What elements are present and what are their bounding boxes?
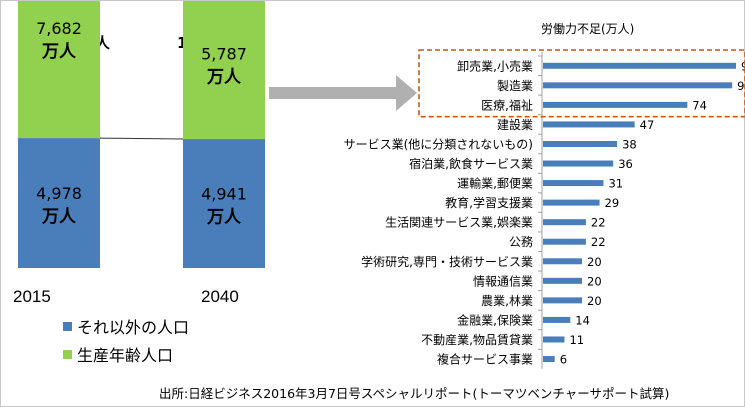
- data-label: 20: [587, 294, 602, 308]
- data-label: 38: [622, 137, 637, 151]
- data-label: 22: [591, 216, 606, 230]
- bar: [543, 277, 582, 284]
- bar: [543, 297, 582, 304]
- bar-segment-2015-0: [18, 138, 100, 268]
- highlight-box: [418, 49, 745, 118]
- legend-label: それ以外の人口: [77, 318, 190, 337]
- bar: [543, 258, 582, 265]
- data-label: 14: [575, 313, 590, 327]
- legend-item-working-age-population: 生産年齢人口: [63, 342, 173, 366]
- data-label-value: 4,941: [201, 185, 247, 204]
- legend-item-other-population: それ以外の人口: [63, 314, 189, 338]
- bar: [543, 62, 737, 69]
- data-label: 20: [587, 255, 602, 269]
- data-label-unit: 万人: [206, 208, 242, 228]
- data-label: 47: [640, 118, 655, 132]
- bar: [543, 140, 618, 147]
- bar: [543, 238, 586, 245]
- data-label: 29: [605, 196, 620, 210]
- bar-segment-2040-1: [183, 1, 265, 140]
- y-tick-label: 複合サービス事業: [437, 352, 533, 367]
- y-tick-label: 建設業: [497, 117, 533, 132]
- x-tick-2040: 2040: [201, 287, 239, 306]
- bar: [543, 160, 614, 167]
- data-label-unit: 万人: [41, 42, 77, 62]
- data-label-value: 5,787: [201, 45, 247, 64]
- y-tick-label: サービス業(他に分類されないもの): [344, 137, 533, 151]
- data-label-value: 4,978: [36, 184, 82, 203]
- bar: [543, 101, 688, 108]
- data-label-unit: 万人: [41, 207, 77, 227]
- data-label: 36: [618, 157, 633, 171]
- connector-line-middle: [99, 137, 184, 140]
- bar: [543, 199, 600, 206]
- y-tick-label: 学術研究,専門・技術サービス業: [361, 254, 533, 269]
- bar-segment-2040-0: [183, 139, 265, 268]
- bar: [543, 82, 733, 89]
- data-label: 11: [569, 333, 584, 347]
- data-label-unit: 万人: [206, 68, 242, 88]
- x-tick-2015: 2015: [13, 287, 51, 306]
- arrow-icon: [269, 75, 417, 111]
- legend-swatch: [63, 349, 72, 359]
- y-tick-label: 卸売業,小売業: [457, 58, 533, 73]
- legend-swatch: [63, 321, 72, 331]
- data-label: 99: [741, 59, 745, 73]
- y-tick-label: 不動産業,物品賃貸業: [421, 332, 533, 347]
- bar: [543, 121, 635, 128]
- data-label: 20: [587, 274, 602, 288]
- y-tick-label: 宿泊業,飲食サービス業: [409, 156, 533, 171]
- data-label: 97: [737, 79, 745, 93]
- data-label: 6: [560, 353, 567, 367]
- source-note: 出所:日経ビジネス2016年3月7日号スペシャルリポート(トーマツベンチャーサポ…: [159, 386, 670, 401]
- y-tick-label: 製造業: [497, 79, 533, 93]
- y-tick-label: 公務: [509, 235, 533, 249]
- y-tick-label: 農業,林業: [481, 294, 533, 308]
- data-label: 74: [692, 98, 707, 112]
- bar: [543, 336, 565, 343]
- chart-title: 労働力不足(万人): [541, 22, 635, 36]
- data-label: 31: [608, 177, 623, 191]
- population-stacked-chart: 4,978 万人 7,682 万人 4,941 万人 5,787 万人: [18, 1, 417, 268]
- legend-label: 生産年齢人口: [77, 346, 174, 365]
- bar: [543, 316, 571, 323]
- y-tick-label: 運輸業,郵便業: [457, 176, 533, 191]
- labor-shortage-bar-chart: 卸売業,小売業 99 製造業 97 医療,福祉 74 建設業 47 サービス業(他に分類されない…: [344, 49, 745, 369]
- y-tick-label: 金融業,保険業: [457, 312, 533, 327]
- bar: [543, 356, 555, 363]
- data-label-value: 7,682: [36, 19, 82, 38]
- y-tick-label: 生活関連サービス業,娯楽業: [385, 216, 533, 230]
- y-tick-label: 医療,福祉: [481, 97, 533, 112]
- data-label: 22: [591, 235, 606, 249]
- y-tick-label: 情報通信業: [473, 274, 533, 288]
- bar-segment-2015-1: [18, 1, 100, 139]
- bar: [543, 180, 604, 187]
- bar: [543, 219, 586, 226]
- y-tick-label: 教育,学習支援業: [445, 195, 533, 210]
